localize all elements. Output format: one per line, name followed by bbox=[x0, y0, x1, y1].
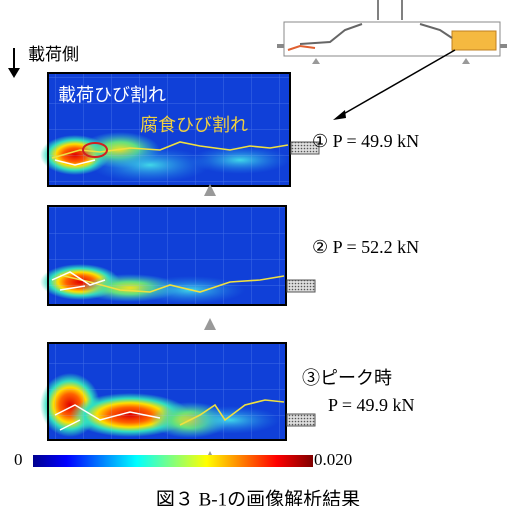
panel-label: ② P = 52.2 kN bbox=[312, 237, 419, 257]
colorbar-min: 0 bbox=[14, 450, 23, 469]
colorbar bbox=[33, 455, 313, 467]
colorbar-max: 0.020 bbox=[314, 450, 352, 469]
heatmap-panel bbox=[40, 206, 286, 305]
corrosion-crack-label: 腐食ひび割れ bbox=[140, 115, 248, 135]
support bbox=[204, 318, 216, 330]
panel-sublabel: P = 49.9 kN bbox=[328, 395, 415, 415]
loading-crack-label: 載荷ひび割れ bbox=[58, 85, 166, 105]
rebar bbox=[287, 280, 315, 292]
loading-arrow bbox=[8, 48, 20, 78]
page: 載荷側 載荷ひび割れ 腐食ひび割れ ① P = 49.9 kN ② P = 52… bbox=[0, 0, 517, 506]
beam-schematic bbox=[277, 0, 507, 120]
panel-label: ① P = 49.9 kN bbox=[312, 131, 419, 151]
rebar bbox=[287, 414, 315, 426]
loading-side-label: 載荷側 bbox=[28, 45, 79, 64]
panel-label: ③ピーク時 bbox=[302, 368, 392, 388]
figure: 載荷側 載荷ひび割れ 腐食ひび割れ ① P = 49.9 kN ② P = 52… bbox=[0, 0, 517, 506]
heatmap-panel bbox=[40, 343, 286, 440]
caption: 図３ B-1の画像解析結果 bbox=[156, 488, 360, 506]
